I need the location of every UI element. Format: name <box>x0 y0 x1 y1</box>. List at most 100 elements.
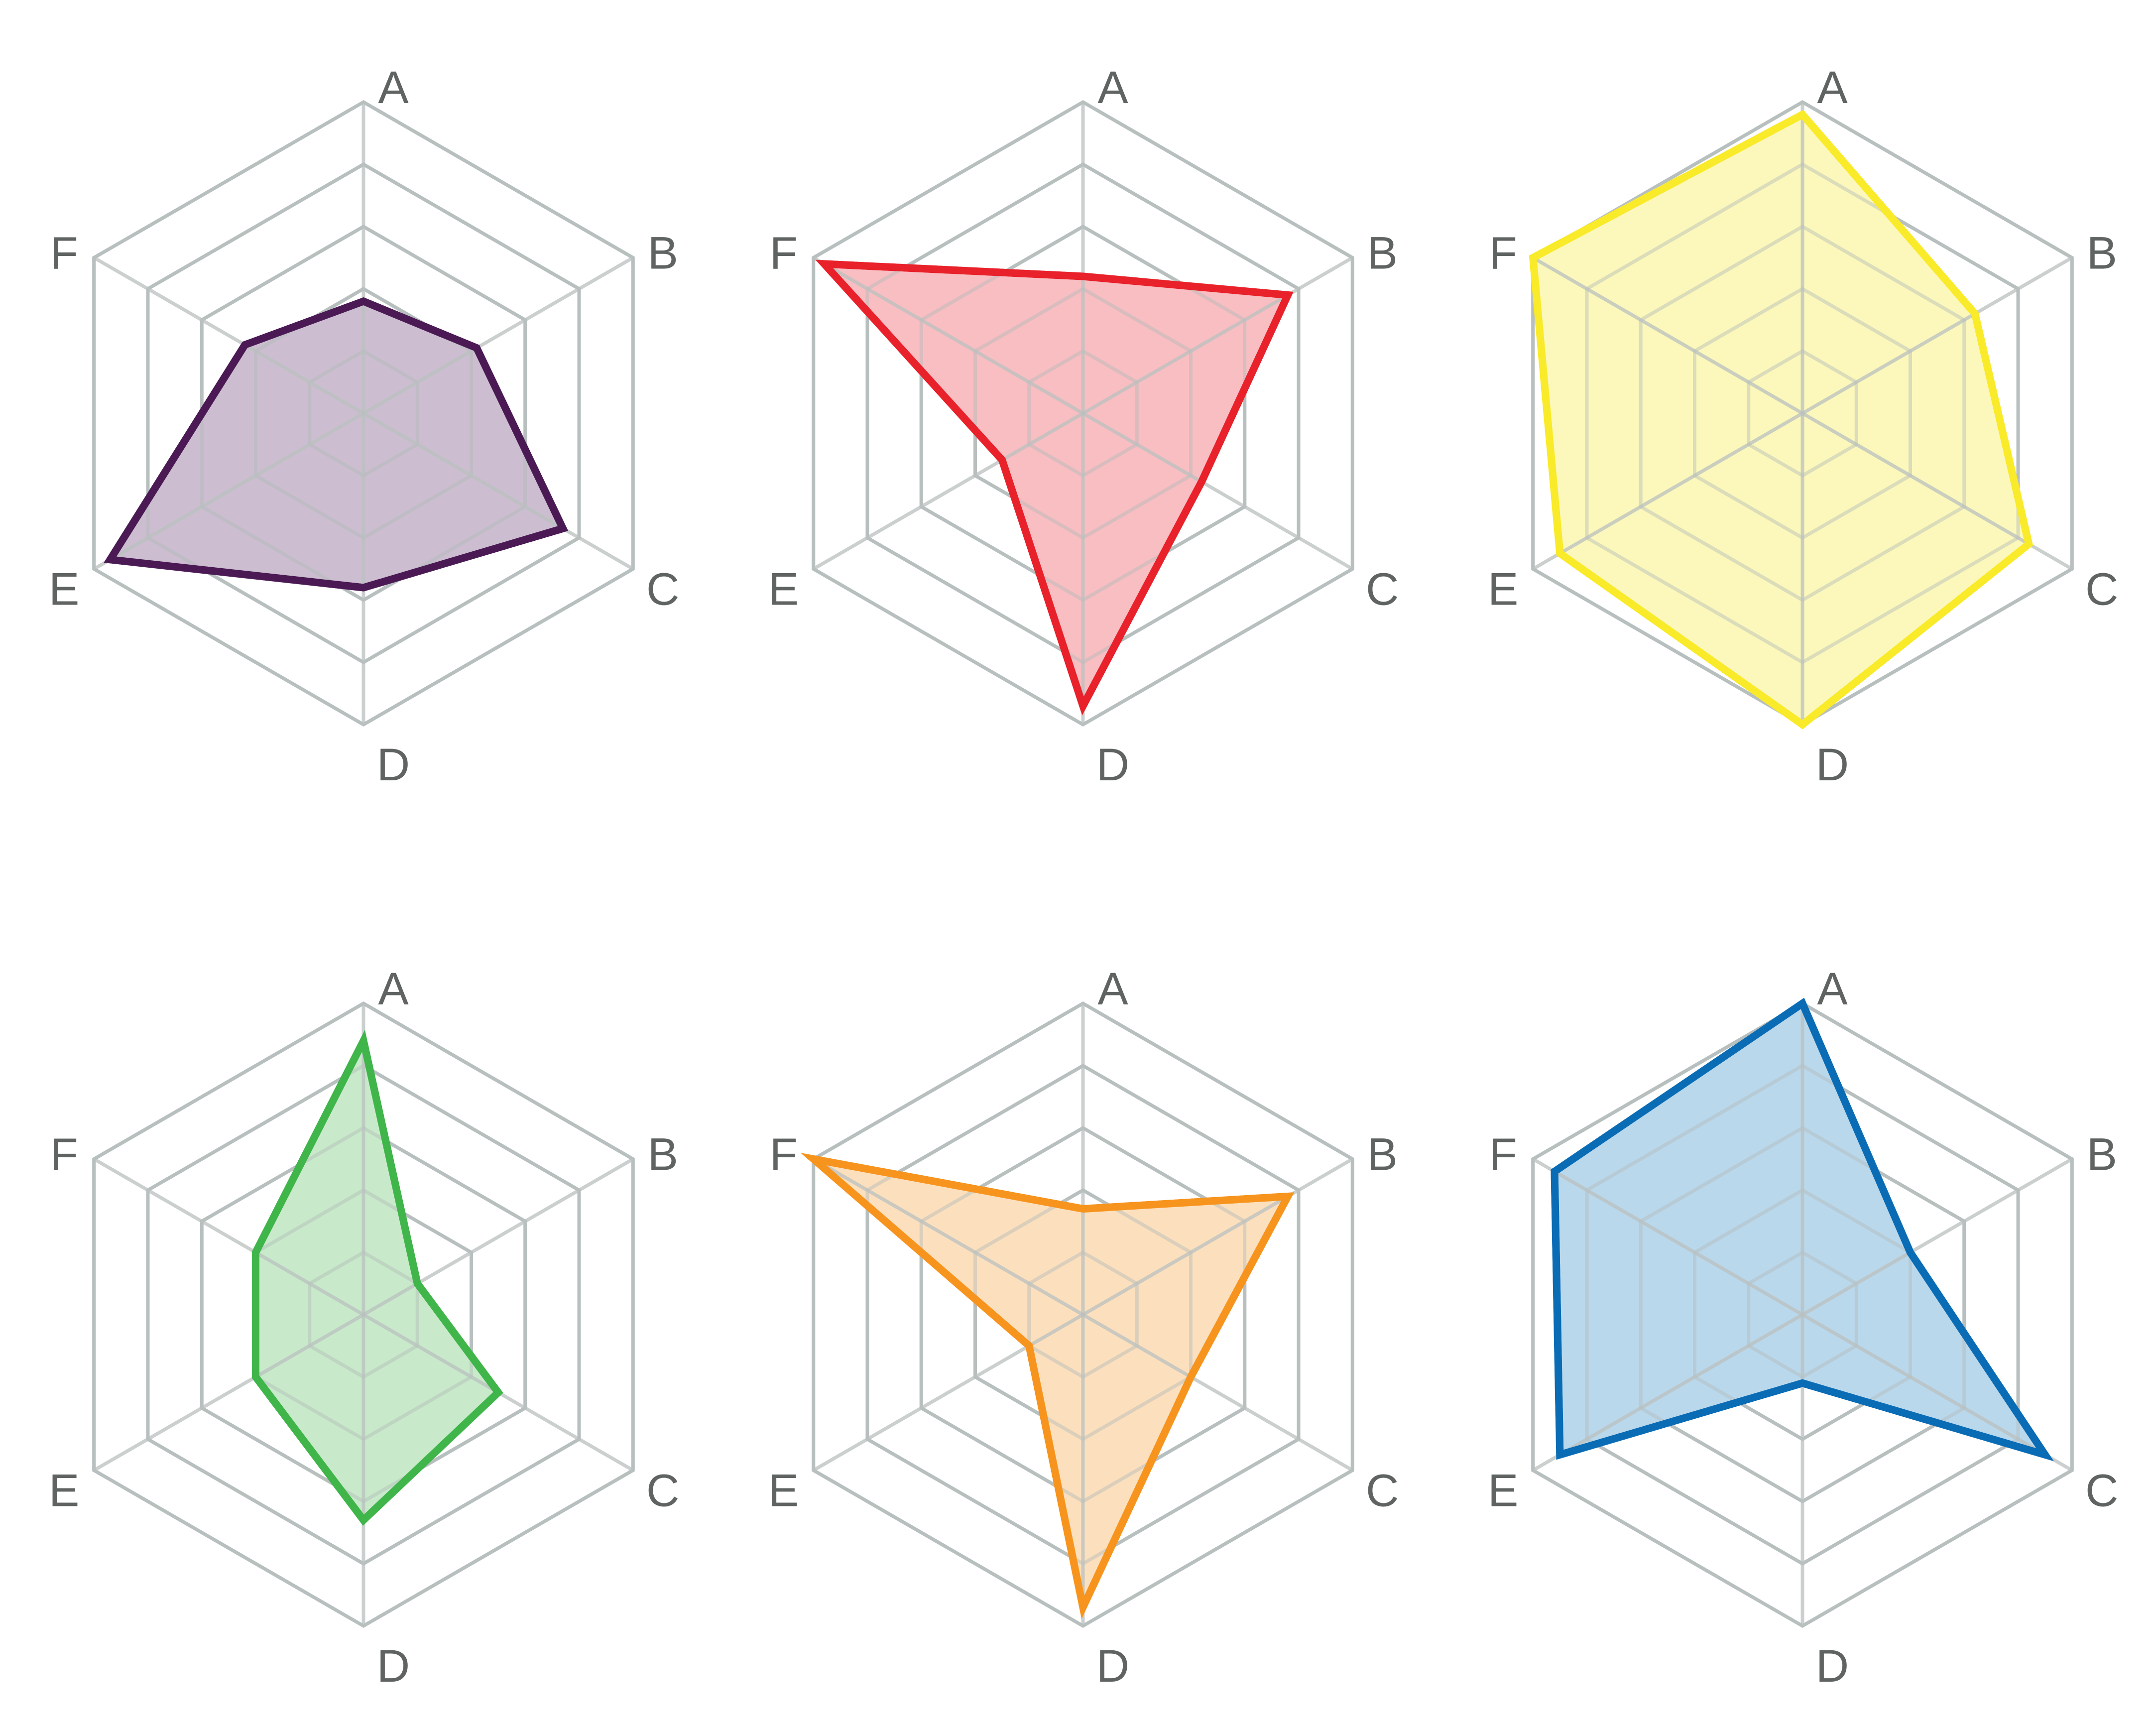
spoke-F <box>1532 256 1803 415</box>
spoke-B <box>362 1157 634 1317</box>
axis-label-B: B <box>2087 1129 2117 1180</box>
spoke-C <box>362 411 634 571</box>
spoke-C <box>1082 1313 1354 1472</box>
axis-label-B: B <box>1367 228 1398 279</box>
axis-label-A: A <box>1817 62 1848 113</box>
data-point-A <box>1798 111 1806 119</box>
axis-label-A: A <box>1817 964 1848 1014</box>
data-point-E <box>106 556 114 564</box>
series-polygon <box>815 259 1294 716</box>
series-polygon <box>800 1153 1295 1619</box>
radar-chart-6: A B C D E F <box>1488 964 2118 1692</box>
data-point-F <box>241 341 249 349</box>
data-point-D <box>1079 702 1087 710</box>
spoke-B <box>1082 1157 1354 1317</box>
spoke-E <box>93 1313 364 1472</box>
axis-label-F: F <box>50 228 78 279</box>
spoke-E <box>1532 411 1803 571</box>
data-point-D <box>1798 1379 1806 1387</box>
axis-label-A: A <box>378 62 409 113</box>
axis-label-B: B <box>648 228 678 279</box>
data-point-C <box>1198 478 1205 486</box>
data-point-C <box>2025 540 2033 548</box>
data-point-D <box>359 1516 367 1524</box>
axis-label-F: F <box>770 1129 798 1180</box>
axis-label-F: F <box>1489 228 1517 279</box>
radar-chart-2: A B C D E F <box>768 62 1399 790</box>
axis-label-F: F <box>50 1129 78 1180</box>
spoke-F <box>93 256 364 415</box>
data-point-A <box>1079 1205 1087 1213</box>
axis-label-D: D <box>1816 739 1849 790</box>
axis-label-B: B <box>2087 228 2117 279</box>
axis-label-C: C <box>1366 1466 1399 1516</box>
radar-chart-3: A B C D E F <box>1488 62 2118 790</box>
data-point-A <box>359 297 367 305</box>
data-point-B <box>1284 291 1292 299</box>
axis-label-A: A <box>1097 62 1128 113</box>
data-point-C <box>559 524 567 532</box>
data-point-F <box>810 1155 818 1163</box>
axis-label-E: E <box>1488 564 1518 615</box>
axis-label-A: A <box>1097 964 1128 1014</box>
data-point-E <box>251 1373 259 1381</box>
data-point-D <box>1798 721 1806 729</box>
spoke-B <box>362 256 634 415</box>
axis-label-D: D <box>1816 1641 1849 1692</box>
data-point-B <box>1284 1193 1292 1200</box>
spoke-C <box>1801 1313 2073 1472</box>
axis-label-C: C <box>1366 564 1399 615</box>
data-point-C <box>2041 1451 2049 1459</box>
axis-label-B: B <box>1367 1129 1398 1180</box>
spoke-F <box>93 1157 364 1317</box>
radar-chart-5: A B C D E F <box>768 964 1399 1692</box>
axis-label-A: A <box>378 964 409 1014</box>
data-point-B <box>1971 310 1979 318</box>
axis-label-C: C <box>2085 1466 2118 1516</box>
data-point-D <box>1079 1603 1087 1611</box>
data-point-E <box>1556 1451 1564 1459</box>
data-point-E <box>1556 549 1564 557</box>
spoke-F <box>812 1157 1084 1317</box>
spoke-B <box>1801 1157 2073 1317</box>
data-point-A <box>359 1037 367 1045</box>
series-polygon <box>1529 110 2034 730</box>
axis-label-D: D <box>377 739 410 790</box>
axis-label-E: E <box>49 564 79 615</box>
axis-label-C: C <box>646 564 679 615</box>
data-point-F <box>251 1248 259 1256</box>
spoke-E <box>93 411 364 571</box>
spoke-F <box>1532 1157 1803 1317</box>
data-point-F <box>820 260 828 268</box>
axis-label-D: D <box>1096 1641 1129 1692</box>
axis-label-C: C <box>646 1466 679 1516</box>
data-point-C <box>1187 1373 1195 1381</box>
axis-label-B: B <box>648 1129 678 1180</box>
data-point-A <box>1798 999 1806 1007</box>
data-point-D <box>359 584 367 592</box>
axis-label-E: E <box>49 1466 79 1516</box>
axis-label-E: E <box>1488 1466 1518 1516</box>
data-point-E <box>998 456 1006 464</box>
axis-label-D: D <box>1096 739 1129 790</box>
data-point-E <box>1025 1342 1033 1350</box>
spoke-B <box>1082 256 1354 415</box>
spoke-B <box>1801 256 2073 415</box>
data-point-F <box>1529 254 1537 261</box>
data-point-B <box>473 344 480 352</box>
spoke-E <box>1532 1313 1803 1472</box>
axis-label-C: C <box>2085 564 2118 615</box>
axis-label-D: D <box>377 1641 410 1692</box>
data-point-A <box>1079 272 1087 280</box>
spoke-F <box>812 256 1084 415</box>
spoke-C <box>1082 411 1354 571</box>
axis-label-E: E <box>768 1466 799 1516</box>
radar-chart-1: A B C D E F <box>49 62 679 790</box>
data-point-F <box>1551 1168 1558 1175</box>
spoke-E <box>812 1313 1084 1472</box>
axis-label-F: F <box>770 228 798 279</box>
axis-label-E: E <box>768 564 799 615</box>
data-point-B <box>1907 1248 1915 1256</box>
data-point-B <box>413 1280 421 1287</box>
